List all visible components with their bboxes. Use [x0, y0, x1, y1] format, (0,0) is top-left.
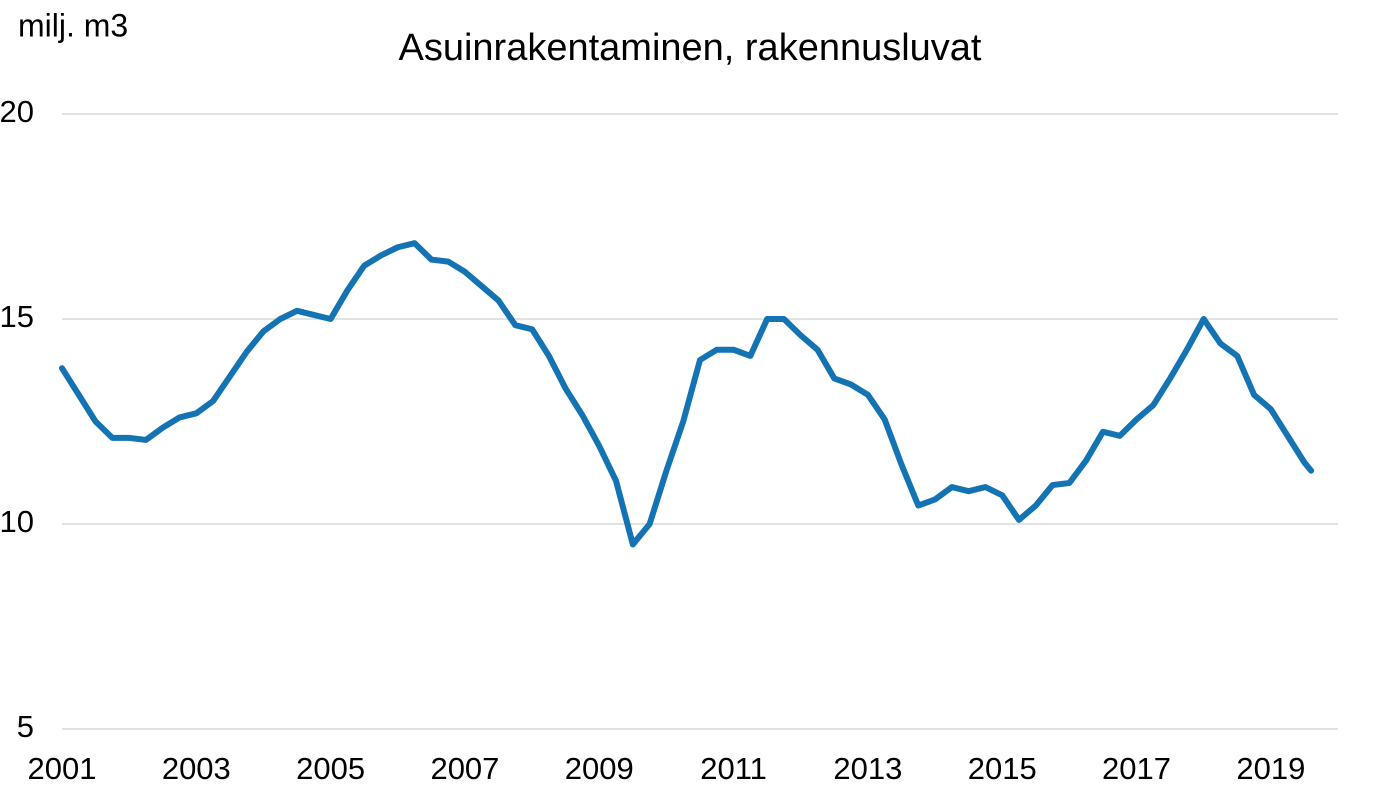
y-tick-label: 5 [17, 709, 34, 744]
x-tick-label: 2003 [162, 751, 231, 786]
x-tick-label: 2009 [565, 751, 634, 786]
x-tick-label: 2015 [968, 751, 1037, 786]
x-tick-label: 2017 [1102, 751, 1171, 786]
x-tick-label: 2013 [833, 751, 902, 786]
chart-title: Asuinrakentaminen, rakennusluvat [398, 27, 981, 69]
data-line [59, 240, 1315, 548]
y-axis-label: milj. m3 [18, 7, 128, 43]
x-tick-label: 2019 [1236, 751, 1305, 786]
y-tick-label: 20 [0, 94, 34, 129]
x-tick-label: 2001 [28, 751, 97, 786]
y-tick-label: 10 [0, 504, 34, 539]
y-tick-label: 15 [0, 299, 34, 334]
x-tick-label: 2007 [430, 751, 499, 786]
x-tick-label: 2011 [700, 751, 767, 786]
x-tick-label: 2005 [296, 751, 365, 786]
